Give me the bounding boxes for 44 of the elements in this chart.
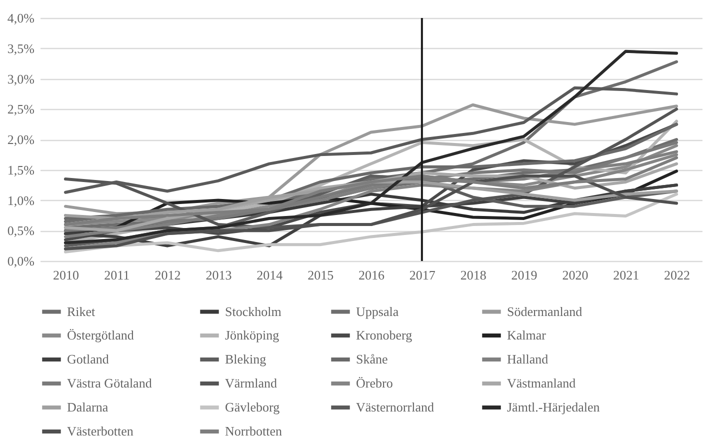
legend-label: Gävleborg — [225, 400, 280, 414]
x-tick-label: 2017 — [409, 268, 436, 282]
y-tick-label: 0,0% — [7, 254, 35, 268]
legend-label: Bleking — [225, 352, 267, 366]
x-tick-label: 2021 — [613, 268, 640, 282]
y-tick-label: 3,5% — [7, 40, 35, 56]
y-tick-label: 3,0% — [7, 71, 35, 86]
legend-label: Jönköping — [225, 328, 280, 342]
y-tick-label: 0,5% — [7, 223, 35, 238]
legend-label: Södermanland — [507, 304, 583, 319]
legend-label: Dalarna — [67, 400, 108, 414]
y-tick-label: 2,5% — [7, 102, 35, 117]
legend-label: Västra Götaland — [67, 376, 152, 390]
y-tick-label: 1,0% — [7, 192, 35, 208]
x-tick-label: 2013 — [206, 268, 232, 282]
legend-label: Jämtl.-Härjedalen — [507, 400, 600, 414]
x-tick-label: 2010 — [52, 268, 79, 282]
legend-label: Kronoberg — [356, 328, 413, 342]
x-tick-label: 2016 — [358, 268, 385, 282]
legend-label: Norrbotten — [225, 424, 283, 438]
legend-label: Västerbotten — [67, 424, 134, 438]
legend-label: Uppsala — [356, 304, 399, 319]
legend-label: Örebro — [356, 376, 393, 390]
legend-label: Östergötland — [67, 328, 134, 342]
legend-label: Gotland — [67, 352, 110, 366]
x-tick-label: 2022 — [664, 268, 690, 282]
x-tick-label: 2018 — [460, 268, 486, 282]
y-tick-label: 2,0% — [7, 132, 35, 147]
legend-label: Skåne — [356, 352, 388, 366]
y-tick-label: 1,5% — [7, 162, 35, 178]
legend-label: Riket — [67, 304, 96, 319]
x-tick-label: 2014 — [256, 268, 284, 282]
legend-label: Västmanland — [507, 376, 576, 390]
x-tick-label: 2015 — [308, 268, 334, 282]
x-tick-label: 2020 — [562, 268, 588, 282]
legend-label: Västernorrland — [356, 400, 434, 414]
x-tick-label: 2012 — [154, 268, 181, 282]
x-tick-label: 2019 — [511, 268, 538, 282]
y-tick-label: 4,0% — [7, 10, 35, 26]
legend-label: Kalmar — [507, 328, 547, 342]
x-tick-label: 2011 — [104, 268, 130, 282]
legend-label: Värmland — [225, 376, 278, 390]
legend-label: Stockholm — [225, 304, 282, 319]
legend-label: Halland — [507, 352, 549, 366]
